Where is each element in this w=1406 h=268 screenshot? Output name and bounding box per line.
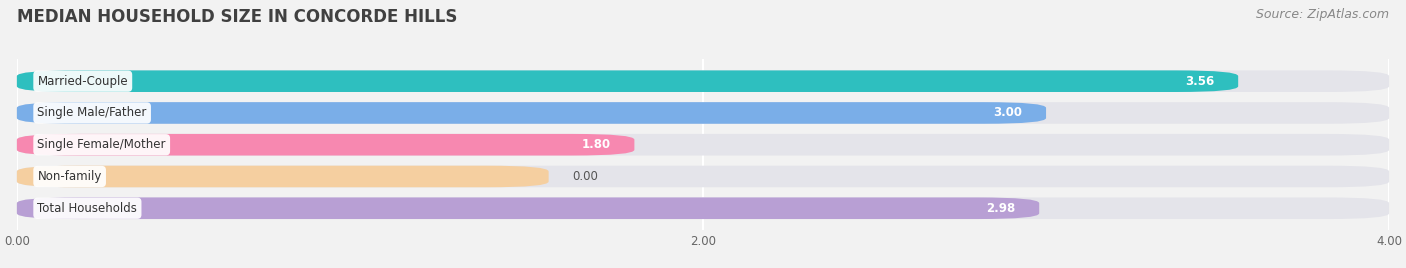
FancyBboxPatch shape xyxy=(17,102,1389,124)
FancyBboxPatch shape xyxy=(17,70,1389,92)
Text: MEDIAN HOUSEHOLD SIZE IN CONCORDE HILLS: MEDIAN HOUSEHOLD SIZE IN CONCORDE HILLS xyxy=(17,8,457,26)
FancyBboxPatch shape xyxy=(17,166,548,187)
FancyBboxPatch shape xyxy=(17,198,1039,219)
FancyBboxPatch shape xyxy=(17,198,1389,219)
Text: Total Households: Total Households xyxy=(38,202,138,215)
Text: Married-Couple: Married-Couple xyxy=(38,75,128,88)
Text: Single Female/Mother: Single Female/Mother xyxy=(38,138,166,151)
Text: Single Male/Father: Single Male/Father xyxy=(38,106,146,120)
FancyBboxPatch shape xyxy=(17,70,1239,92)
Text: 3.00: 3.00 xyxy=(993,106,1022,120)
Text: 3.56: 3.56 xyxy=(1185,75,1215,88)
FancyBboxPatch shape xyxy=(17,166,1389,187)
Text: 0.00: 0.00 xyxy=(572,170,599,183)
FancyBboxPatch shape xyxy=(17,134,634,155)
Text: Source: ZipAtlas.com: Source: ZipAtlas.com xyxy=(1256,8,1389,21)
Text: 2.98: 2.98 xyxy=(986,202,1015,215)
Text: Non-family: Non-family xyxy=(38,170,101,183)
FancyBboxPatch shape xyxy=(17,102,1046,124)
Text: 1.80: 1.80 xyxy=(581,138,610,151)
FancyBboxPatch shape xyxy=(17,134,1389,155)
